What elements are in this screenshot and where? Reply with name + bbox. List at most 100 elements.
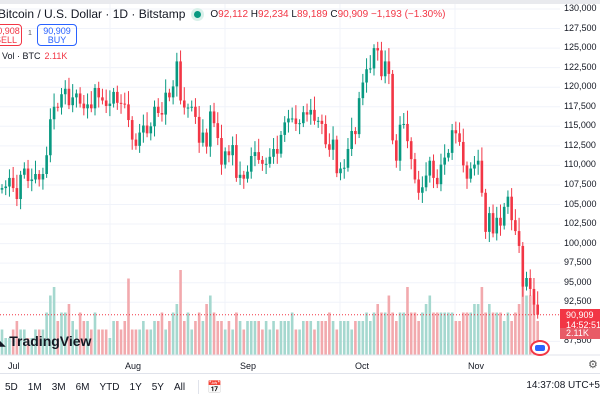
symbol-title[interactable]: Bitcoin / U.S. Dollar · 1D · Bitstamp (0, 7, 186, 21)
volume-bar (30, 338, 34, 355)
range-button-5y[interactable]: 5Y (151, 381, 164, 393)
range-button-6m[interactable]: 6M (75, 381, 90, 393)
volume-bar (398, 312, 402, 355)
volume-bar (156, 321, 160, 355)
candle-body (395, 140, 398, 161)
candle-body (93, 87, 97, 109)
time-tick: Sep (240, 361, 257, 371)
candle-body (354, 130, 357, 135)
candle-body (11, 177, 15, 189)
candle-body (283, 122, 287, 135)
candle-body (484, 192, 487, 232)
volume-bar (290, 312, 294, 355)
candle-body (413, 159, 417, 180)
candle-body (361, 82, 365, 99)
volume-bar (368, 321, 372, 355)
range-button-all[interactable]: All (173, 381, 186, 393)
volume-bar (298, 329, 301, 355)
volume-bar (238, 321, 242, 355)
settings-icon[interactable]: ⚙ (588, 359, 598, 371)
candle-body (78, 93, 82, 104)
volume-bar (275, 329, 279, 355)
volume-bar (235, 312, 238, 355)
volume-bar (316, 321, 320, 355)
candle-body (510, 196, 513, 221)
candle-body (350, 130, 353, 149)
candle-body (71, 97, 74, 106)
volume-bar (365, 312, 368, 355)
candle-body (342, 167, 346, 169)
range-button-1m[interactable]: 1M (27, 381, 42, 393)
price-tick: 107,500 (564, 178, 597, 189)
candle-body (424, 175, 428, 188)
range-button-ytd[interactable]: YTD (99, 381, 120, 393)
volume-bar (175, 304, 179, 355)
price-tick: 130,000 (564, 3, 597, 13)
candle-body (517, 231, 521, 246)
candle-body (145, 125, 149, 134)
volume-bar (357, 321, 361, 355)
candle-body (417, 179, 420, 193)
volume-bar (335, 329, 339, 355)
candle-body (242, 174, 246, 179)
volume-bar (201, 321, 205, 355)
candle-body (305, 112, 309, 115)
candle-body (261, 159, 264, 164)
price-tick: 95,000 (564, 276, 592, 287)
volume-bar (499, 312, 502, 355)
spread: 1 (28, 30, 32, 37)
candle-body (216, 123, 220, 139)
volume-bar (197, 312, 201, 355)
candle-body (331, 139, 335, 150)
candle-body (49, 119, 52, 156)
candle-body (223, 151, 227, 165)
candle-body (275, 148, 279, 154)
time-tick: Oct (355, 361, 370, 371)
clock[interactable]: 14:37:08 UTC+5 (526, 380, 600, 391)
range-button-5d[interactable]: 5D (5, 381, 18, 393)
volume-bar (119, 329, 123, 355)
volume-bar (313, 329, 316, 355)
candle-body (238, 174, 242, 178)
volume-bar (484, 312, 487, 355)
volume-bar (506, 312, 510, 355)
candle-body (287, 118, 290, 123)
candle-body (67, 88, 71, 106)
volume-bar (4, 338, 8, 355)
volume-bar (56, 321, 60, 355)
candle-body (316, 120, 320, 122)
volume-bar (164, 329, 167, 355)
candle-body (499, 217, 502, 226)
candle-body (175, 61, 179, 87)
range-button-1y[interactable]: 1Y (129, 381, 142, 393)
date-range-calendar-icon[interactable]: 📅 (207, 380, 223, 394)
volume-bar (517, 304, 521, 355)
candle-body (194, 106, 197, 117)
volume-bar (171, 312, 175, 355)
candle-body (104, 100, 108, 106)
range-button-3m[interactable]: 3M (51, 381, 66, 393)
candle-body (205, 132, 208, 147)
buy-button[interactable]: 90,909 BUY (37, 24, 77, 46)
volume-bar (536, 321, 539, 355)
price-tick: 100,000 (564, 237, 597, 248)
candle-body (346, 148, 350, 168)
volume-bar (75, 329, 78, 355)
volume-bar (473, 304, 476, 355)
candle-body (458, 133, 461, 142)
volume-bar (391, 312, 394, 355)
volume-bar (93, 312, 97, 355)
volume-bar (268, 329, 272, 355)
volume-bar (168, 321, 171, 355)
sell-button[interactable]: 90,908SELL (0, 24, 22, 46)
tradingview-logo[interactable]: ◣ TradingView (0, 333, 92, 349)
volume-bar (123, 321, 127, 355)
candle-body (89, 104, 93, 109)
candle-body (439, 164, 443, 185)
volume-bar (320, 321, 324, 355)
us-flag-event-icon[interactable] (530, 340, 550, 356)
volume-bar (342, 321, 346, 355)
volume-bar (495, 312, 499, 355)
volume-bar (257, 321, 260, 355)
